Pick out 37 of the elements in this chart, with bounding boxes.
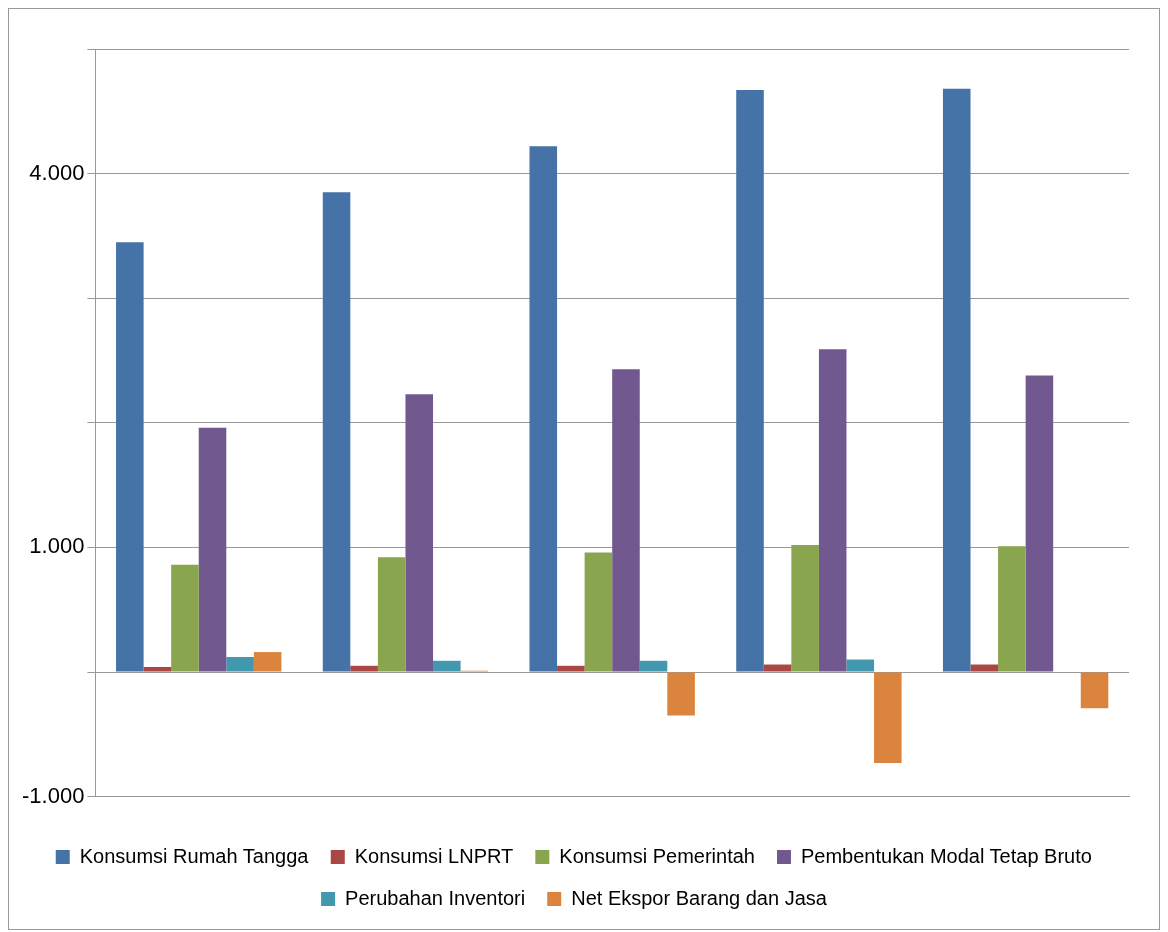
bar — [736, 90, 764, 672]
bar — [818, 349, 847, 672]
legend-label: Perubahan Inventori — [345, 886, 526, 909]
y-tick-label: 4.000 — [29, 159, 85, 185]
y-tick-label: 1.000 — [29, 533, 85, 559]
bar — [143, 667, 172, 672]
bar — [529, 146, 558, 672]
bar — [612, 369, 640, 672]
bar — [322, 192, 351, 672]
bar — [970, 664, 999, 672]
legend-label: Konsumsi Pemerintah — [559, 844, 755, 867]
bar — [998, 546, 1026, 672]
bar — [584, 552, 613, 672]
bar — [557, 665, 585, 672]
bar — [433, 660, 461, 672]
bar — [226, 657, 254, 672]
legend-label: Konsumsi LNPRT — [354, 844, 514, 867]
bar — [171, 564, 199, 672]
bar — [763, 664, 792, 672]
bar — [198, 427, 227, 672]
bar — [874, 672, 902, 763]
bar — [350, 665, 378, 672]
bar — [116, 242, 144, 672]
bar — [846, 659, 875, 672]
bar — [942, 88, 971, 672]
bar — [405, 394, 434, 672]
bar — [791, 544, 819, 672]
bar — [667, 672, 695, 716]
bar — [639, 660, 668, 672]
legend-label: Konsumsi Rumah Tangga — [79, 844, 310, 867]
legend-label: Net Ekspor Barang dan Jasa — [571, 886, 828, 909]
bar — [253, 652, 282, 672]
bar — [377, 557, 406, 672]
y-tick-label: -1.000 — [21, 782, 85, 808]
bar — [1080, 672, 1109, 709]
bar — [1025, 375, 1054, 672]
legend-label: Pembentukan Modal Tetap Bruto — [800, 844, 1092, 867]
